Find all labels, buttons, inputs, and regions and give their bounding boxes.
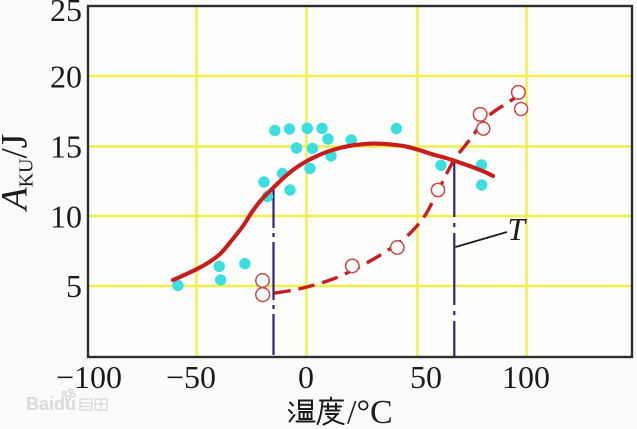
svg-text:20: 20 [50,59,82,95]
svg-text:25: 25 [50,0,82,28]
svg-text:100: 100 [502,359,550,395]
svg-text:10: 10 [50,199,82,235]
svg-text:T: T [508,212,528,247]
svg-text:−50: −50 [166,359,216,395]
svg-text:50: 50 [410,359,442,395]
svg-text:5: 5 [66,268,82,304]
svg-text:Baidu: Baidu [26,394,76,414]
svg-text:15: 15 [50,129,82,165]
svg-text:AKU/J: AKU/J [0,134,38,213]
svg-text:0: 0 [298,359,314,395]
svg-text:−100: −100 [56,359,122,395]
svg-text:/°C: /°C [347,394,393,429]
